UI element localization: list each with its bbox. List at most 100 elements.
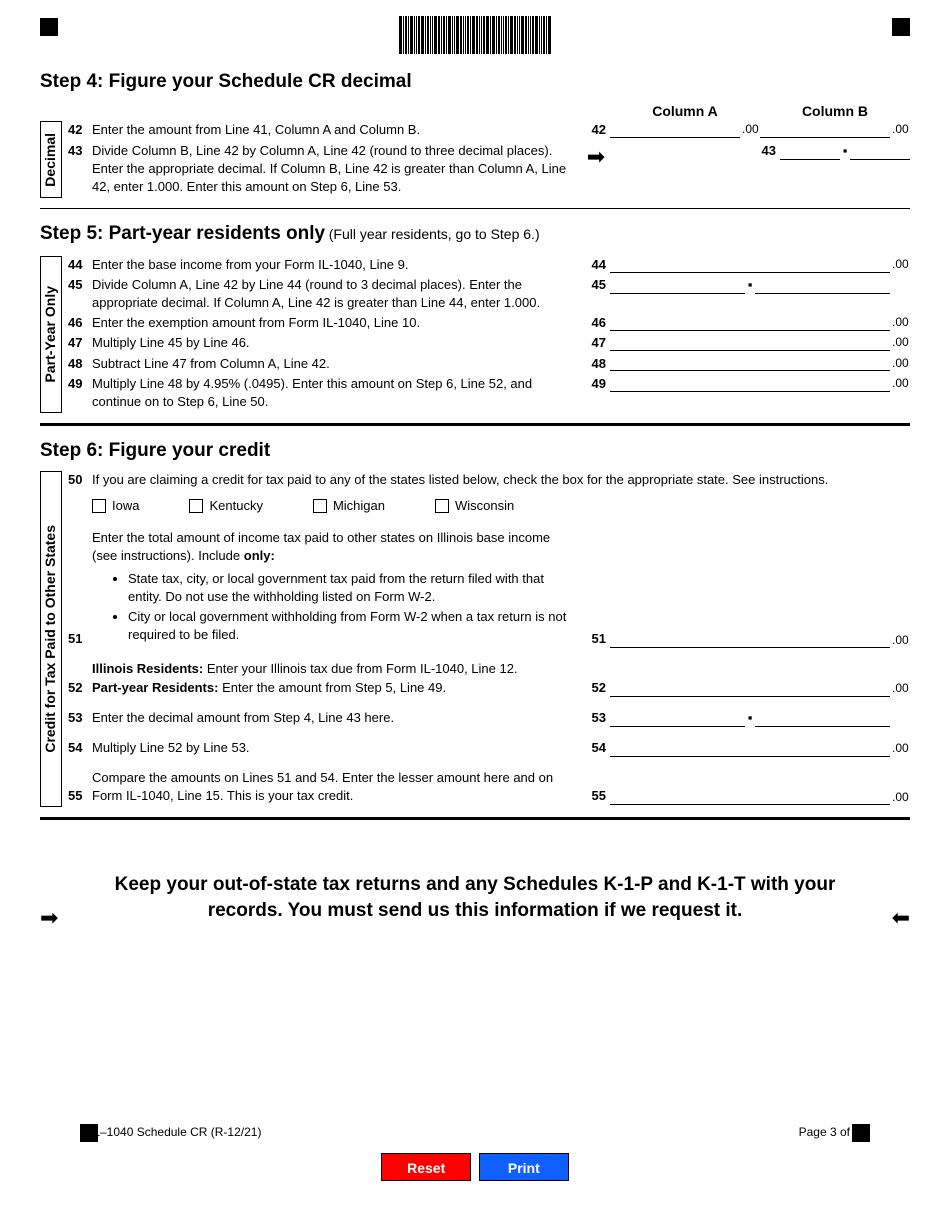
line-51-r: 51 xyxy=(582,630,610,648)
line-51-bullet2: City or local government withholding fro… xyxy=(128,608,574,644)
line-53-int-input[interactable] xyxy=(610,712,745,727)
step5-paren: (Full year residents, go to Step 6.) xyxy=(329,226,540,242)
line-45-desc: Divide Column A, Line 42 by Line 44 (rou… xyxy=(92,276,582,312)
step6-title: Step 6: Figure your credit xyxy=(40,438,910,465)
line-53-num: 53 xyxy=(68,709,92,727)
line-43-int-input[interactable] xyxy=(780,145,840,160)
arrow-right-icon: ➡ xyxy=(582,142,610,173)
step5-sidebar: Part-Year Only xyxy=(40,256,62,414)
arrow-right-icon: ➡ xyxy=(40,903,58,934)
line-52-py-res: Part-year Residents: xyxy=(92,680,218,695)
line-52-r: 52 xyxy=(582,679,610,697)
line-52-ill-res: Illinois Residents: xyxy=(92,661,203,676)
crop-mark xyxy=(80,1124,98,1142)
line-46-desc: Enter the exemption amount from Form IL-… xyxy=(92,314,582,332)
line-42a-suffix: .00 xyxy=(740,121,760,138)
line-45-num: 45 xyxy=(68,276,92,294)
line-54-suffix: .00 xyxy=(890,740,910,757)
line-46-input[interactable] xyxy=(610,316,890,331)
state-iowa-option[interactable]: Iowa xyxy=(92,497,139,515)
line-54-desc: Multiply Line 52 by Line 53. xyxy=(92,739,582,757)
state-iowa-label: Iowa xyxy=(112,497,139,515)
line-44-num: 44 xyxy=(68,256,92,274)
state-kentucky-label: Kentucky xyxy=(209,497,262,515)
line-52-py-res-text: Enter the amount from Step 5, Line 49. xyxy=(218,680,446,695)
line-52-num: 52 xyxy=(68,679,92,697)
step5-sidebar-label: Part-Year Only xyxy=(41,286,61,383)
crop-mark xyxy=(852,1124,870,1142)
print-button[interactable]: Print xyxy=(479,1153,569,1181)
decimal-dot: ▪ xyxy=(840,142,850,160)
line-42b-suffix: .00 xyxy=(890,121,910,138)
line-50-desc: If you are claiming a credit for tax pai… xyxy=(92,471,910,489)
line-48-r: 48 xyxy=(582,355,610,373)
line-54-num: 54 xyxy=(68,739,92,757)
line-42-num: 42 xyxy=(68,121,92,139)
line-42b-input[interactable] xyxy=(760,123,890,138)
line-49-r: 49 xyxy=(582,375,610,393)
line-44-desc: Enter the base income from your Form IL-… xyxy=(92,256,582,274)
line-45-r: 45 xyxy=(582,276,610,294)
crop-mark xyxy=(892,18,910,36)
line-54-input[interactable] xyxy=(610,742,890,757)
line-42a-input[interactable] xyxy=(610,123,740,138)
line-51-input[interactable] xyxy=(610,633,890,648)
state-wisconsin-label: Wisconsin xyxy=(455,497,514,515)
state-wisconsin-option[interactable]: Wisconsin xyxy=(435,497,514,515)
line-55-r: 55 xyxy=(582,787,610,805)
state-michigan-option[interactable]: Michigan xyxy=(313,497,385,515)
reset-button[interactable]: Reset xyxy=(381,1153,471,1181)
step4-sidebar: Decimal xyxy=(40,121,62,198)
line-44-suffix: .00 xyxy=(890,256,910,273)
line-55-suffix: .00 xyxy=(890,789,910,806)
step5-title: Step 5: Part-year residents only xyxy=(40,223,325,244)
line-42-r: 42 xyxy=(582,121,610,139)
line-50-num: 50 xyxy=(68,471,92,489)
line-44-input[interactable] xyxy=(610,258,890,273)
line-51-only: only: xyxy=(244,548,275,563)
line-43-r: 43 xyxy=(760,142,780,160)
line-49-input[interactable] xyxy=(610,377,890,392)
line-49-desc: Multiply Line 48 by 4.95% (.0495). Enter… xyxy=(92,375,582,411)
line-45-int-input[interactable] xyxy=(610,279,745,294)
decimal-dot: ▪ xyxy=(745,276,755,294)
line-42-desc: Enter the amount from Line 41, Column A … xyxy=(92,121,582,139)
line-46-num: 46 xyxy=(68,314,92,332)
state-michigan-label: Michigan xyxy=(333,497,385,515)
line-47-num: 47 xyxy=(68,334,92,352)
column-b-header: Column B xyxy=(760,102,910,122)
line-45-dec-input[interactable] xyxy=(755,279,890,294)
line-43-num: 43 xyxy=(68,142,92,160)
line-49-num: 49 xyxy=(68,375,92,393)
line-54-r: 54 xyxy=(582,739,610,757)
line-47-r: 47 xyxy=(582,334,610,352)
line-52-suffix: .00 xyxy=(890,680,910,697)
line-51-text: Enter the total amount of income tax pai… xyxy=(92,530,550,563)
line-43-dec-input[interactable] xyxy=(850,145,910,160)
line-47-desc: Multiply Line 45 by Line 46. xyxy=(92,334,582,352)
spacer xyxy=(890,710,910,727)
line-48-input[interactable] xyxy=(610,356,890,371)
checkbox-icon[interactable] xyxy=(92,499,106,513)
step4-title: Step 4: Figure your Schedule CR decimal xyxy=(40,69,910,96)
line-46-r: 46 xyxy=(582,314,610,332)
line-48-suffix: .00 xyxy=(890,355,910,372)
line-48-num: 48 xyxy=(68,355,92,373)
line-55-desc: Compare the amounts on Lines 51 and 54. … xyxy=(92,769,582,805)
line-52-input[interactable] xyxy=(610,682,890,697)
line-52-ill-res-text: Enter your Illinois tax due from Form IL… xyxy=(203,661,517,676)
line-51-desc: Enter the total amount of income tax pai… xyxy=(92,529,582,648)
checkbox-icon[interactable] xyxy=(313,499,327,513)
checkbox-icon[interactable] xyxy=(435,499,449,513)
line-47-input[interactable] xyxy=(610,336,890,351)
line-55-input[interactable] xyxy=(610,790,890,805)
line-51-suffix: .00 xyxy=(890,632,910,649)
state-kentucky-option[interactable]: Kentucky xyxy=(189,497,262,515)
line-49-suffix: .00 xyxy=(890,375,910,392)
spacer xyxy=(890,277,910,294)
checkbox-icon[interactable] xyxy=(189,499,203,513)
barcode xyxy=(40,16,910,59)
step4-sidebar-label: Decimal xyxy=(41,133,61,187)
footer-note: Keep your out-of-state tax returns and a… xyxy=(94,872,855,923)
line-53-dec-input[interactable] xyxy=(755,712,890,727)
